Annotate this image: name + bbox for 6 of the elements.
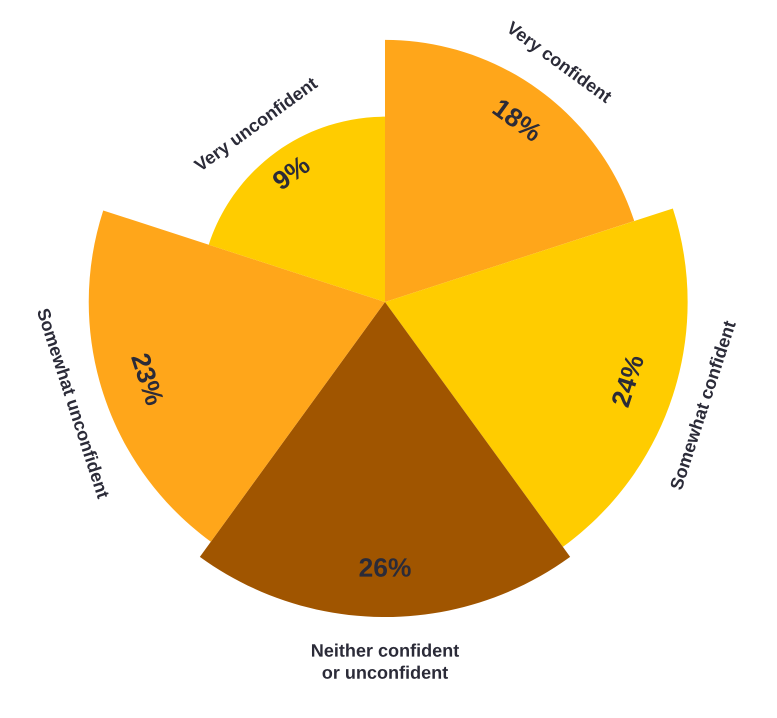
data-label: 9% — [270, 154, 312, 191]
data-label: 26% — [360, 558, 411, 577]
data-label: 24% — [610, 353, 644, 408]
data-label: 23% — [130, 352, 164, 406]
data-label: 18% — [492, 98, 544, 143]
category-label: Neither confident or unconfident — [312, 644, 460, 679]
